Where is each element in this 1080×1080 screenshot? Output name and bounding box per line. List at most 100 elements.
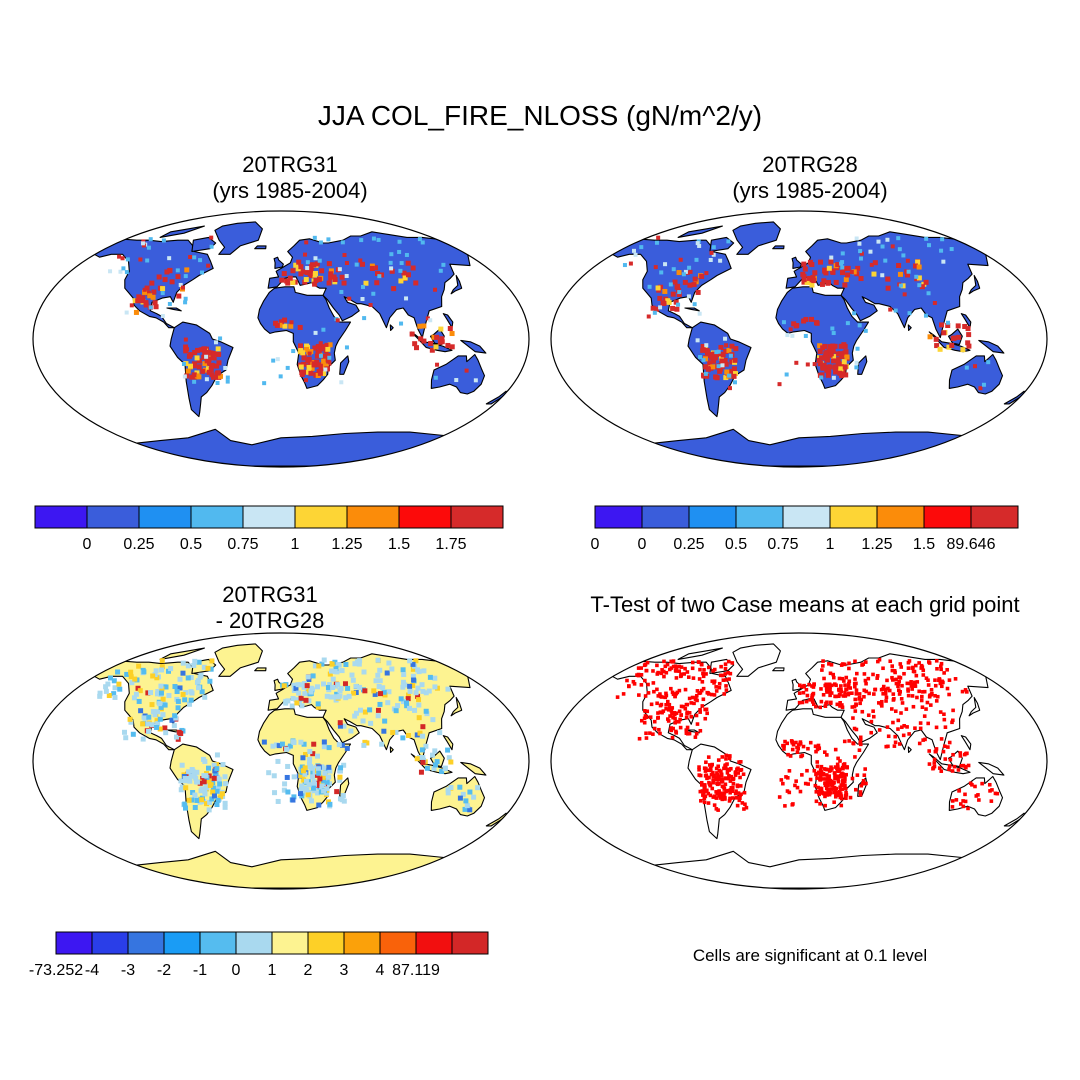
significant-cell <box>810 695 814 700</box>
grid-cell <box>284 278 290 284</box>
grid-cell <box>831 354 837 360</box>
significant-cell <box>958 754 963 758</box>
grid-cell <box>164 269 170 275</box>
grid-cell <box>658 284 664 290</box>
land-australia <box>948 775 1004 817</box>
grid-cell <box>812 270 818 276</box>
grid-cell <box>183 361 189 367</box>
significant-cell <box>988 789 992 793</box>
grid-cell <box>377 667 383 673</box>
significant-cell <box>852 726 857 731</box>
land-arcticIslands <box>677 225 723 238</box>
grid-cell <box>389 252 394 257</box>
grid-cell <box>412 707 418 713</box>
grid-cell <box>357 707 363 713</box>
grid-cell <box>859 251 864 256</box>
grid-cell <box>432 675 438 681</box>
grid-cell <box>192 792 198 798</box>
grid-cell <box>315 704 321 710</box>
significant-cell <box>659 702 664 707</box>
grid-cell <box>194 370 200 376</box>
significant-cell <box>662 659 666 664</box>
grid-cell <box>871 271 877 277</box>
grid-cell <box>200 775 206 781</box>
grid-cell <box>111 678 117 684</box>
significant-cell <box>655 701 659 706</box>
grid-cell <box>289 703 295 709</box>
significant-cell <box>943 757 948 761</box>
grid-cell <box>398 696 404 702</box>
grid-cell <box>375 271 381 277</box>
grid-cell <box>361 742 367 748</box>
significant-cell <box>899 711 903 715</box>
significant-cell <box>858 737 863 742</box>
grid-cell <box>287 275 293 281</box>
grid-cell <box>731 366 737 372</box>
significant-cell <box>794 779 798 783</box>
grid-cell <box>207 782 213 788</box>
significant-cell <box>862 694 866 699</box>
significant-cell <box>946 745 950 749</box>
significant-cell <box>963 764 968 769</box>
significant-cell <box>915 695 919 700</box>
significant-cell <box>644 668 649 673</box>
grid-cell <box>290 696 296 702</box>
significant-cell <box>854 692 859 696</box>
grid-cell <box>986 360 991 365</box>
grid-cell <box>701 373 707 379</box>
significant-cell <box>834 683 838 688</box>
grid-cell <box>326 280 332 286</box>
significant-cell <box>873 687 878 692</box>
significant-cell <box>645 660 650 665</box>
significant-cell <box>829 662 834 667</box>
grid-cell <box>314 359 320 365</box>
colorbar-swatch <box>55 931 93 955</box>
significant-cell <box>728 671 733 676</box>
significant-cell <box>862 672 867 676</box>
land-iceland <box>254 667 267 672</box>
significant-cell <box>743 802 747 807</box>
significant-cell <box>876 701 881 705</box>
significant-cell <box>832 675 836 680</box>
grid-cell <box>391 286 397 292</box>
significant-cell <box>812 768 817 773</box>
grid-cell <box>296 259 302 265</box>
grid-cell <box>353 683 359 689</box>
grid-cell <box>377 701 383 707</box>
grid-cell <box>405 272 411 278</box>
significant-cell <box>712 773 716 778</box>
significant-cell <box>890 664 895 668</box>
significance-note: Cells are significant at 0.1 level <box>692 946 928 965</box>
land-greenland <box>732 643 781 677</box>
grid-cell <box>192 804 198 810</box>
grid-cell <box>701 358 706 363</box>
grid-cell <box>318 346 324 352</box>
grid-cell <box>148 305 153 310</box>
grid-cell <box>411 677 417 683</box>
grid-cell <box>389 266 394 271</box>
grid-cell <box>192 255 197 260</box>
grid-cell <box>457 795 463 801</box>
grid-cell <box>335 694 341 700</box>
land-australia <box>430 775 486 817</box>
grid-cell <box>200 368 206 374</box>
significant-cell <box>684 715 689 720</box>
grid-cell <box>400 699 406 705</box>
significant-cell <box>829 787 834 791</box>
grid-cell <box>214 802 220 808</box>
significant-cell <box>854 727 859 732</box>
significant-cell <box>734 796 739 800</box>
significant-cell <box>724 789 728 794</box>
significant-cell <box>821 659 825 663</box>
grid-cell <box>727 373 732 378</box>
significant-cell <box>683 706 688 711</box>
grid-cell <box>315 790 321 796</box>
significant-cell <box>795 745 799 750</box>
grid-cell <box>695 338 700 343</box>
grid-cell <box>138 257 143 262</box>
panel1-title-years: (yrs 1985-2004) <box>212 178 368 203</box>
significant-cell <box>665 662 670 667</box>
grid-cell <box>311 362 317 368</box>
grid-cell <box>306 782 312 788</box>
significant-cell <box>926 683 931 687</box>
